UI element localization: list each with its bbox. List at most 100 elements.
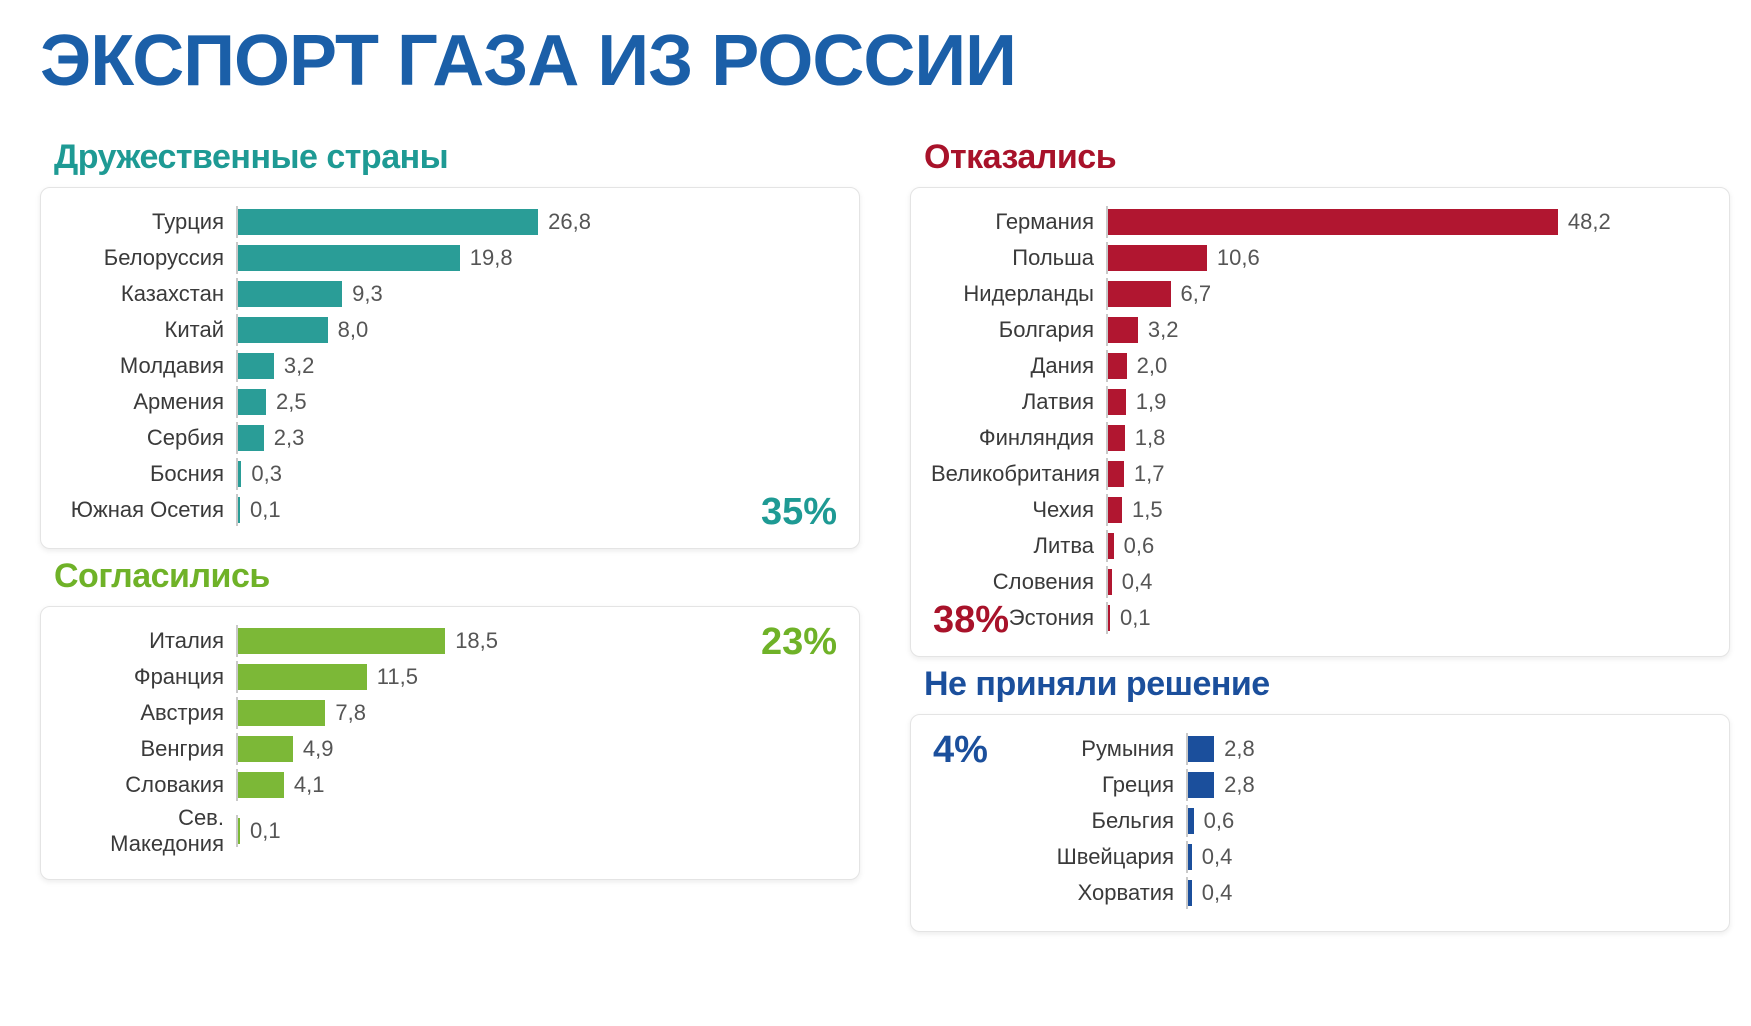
rows-friendly: Турция26,8 Белоруссия19,8 Казахстан 9,3 Кита…: [61, 206, 839, 526]
row-value: 48,2: [1568, 209, 1611, 235]
section-undecided: Не приняли решение4%Румыния2,8Греция2,8Б…: [910, 657, 1730, 932]
row-value: 10,6: [1217, 245, 1260, 271]
chart-row: Латвия 1,9: [931, 386, 1709, 418]
bar-area: 7,8: [236, 697, 839, 729]
bar-area: 48,2: [1106, 206, 1709, 238]
row-label: Босния: [61, 461, 236, 487]
row-label: Сев. Македония: [61, 805, 236, 857]
rows-undecided: Румыния2,8Греция2,8Бельгия0,6Швейцария0,…: [1011, 733, 1709, 909]
row-value: 1,8: [1135, 425, 1166, 451]
chart-card-refused: 38%Германия48,2Польша10,6Нидерланды6,7Бо…: [910, 187, 1730, 657]
bar-area: 0,1: [236, 494, 839, 526]
bar-area: 2,8: [1186, 769, 1709, 801]
row-label: Казахстан: [61, 281, 236, 307]
section-agreed: Согласились23%Италия18,5Франция11,5Австр…: [40, 549, 860, 880]
row-label: Румыния: [1011, 736, 1186, 762]
page-title: ЭКСПОРТ ГАЗА ИЗ РОССИИ: [40, 20, 1711, 102]
section-header-agreed: Согласились: [54, 557, 860, 596]
bar-area: 11,5: [236, 661, 839, 693]
bar-area: 6,7: [1106, 278, 1709, 310]
row-label: Польша: [931, 245, 1106, 271]
chart-row: Болгария 3,2: [931, 314, 1709, 346]
row-value: 19,8: [470, 245, 513, 271]
bar-area: 1,8: [1106, 422, 1709, 454]
chart-row: Сербия 2,3: [61, 422, 839, 454]
rows-refused: Германия48,2Польша10,6Нидерланды6,7Болга…: [931, 206, 1709, 634]
bar-area: 26,8: [236, 206, 839, 238]
row-label: Словения: [931, 569, 1106, 595]
bar: [1108, 569, 1112, 595]
bar-area: 0,1: [1106, 602, 1709, 634]
row-label: Греция: [1011, 772, 1186, 798]
row-label: Австрия: [61, 700, 236, 726]
bar-area: 0,1: [236, 815, 839, 847]
bar-area: 0,3: [236, 458, 839, 490]
chart-row: Австрия7,8: [61, 697, 839, 729]
section-friendly: Дружественные страны35%Турция26,8Белорус…: [40, 130, 860, 549]
chart-row: Хорватия0,4: [1011, 877, 1709, 909]
chart-row: Дания2,0: [931, 350, 1709, 382]
bar: [238, 700, 325, 726]
bar-area: 2,8: [1186, 733, 1709, 765]
bar-area: 8,0: [236, 314, 839, 346]
chart-row: Бельгия0,6: [1011, 805, 1709, 837]
chart-row: Молдавия3,2: [61, 350, 839, 382]
bar: [238, 628, 445, 654]
row-value: 3,2: [1148, 317, 1179, 343]
row-value: 1,5: [1132, 497, 1163, 523]
bar: [238, 317, 328, 343]
bar: [1108, 461, 1124, 487]
row-value: 0,3: [251, 461, 282, 487]
percentage-badge-refused: 38%: [933, 599, 1009, 642]
row-value: 0,6: [1124, 533, 1155, 559]
row-value: 2,5: [276, 389, 307, 415]
row-value: 2,3: [274, 425, 305, 451]
bar-area: 4,1: [236, 769, 839, 801]
chart-row: Казахстан 9,3: [61, 278, 839, 310]
row-value: 0,4: [1202, 844, 1233, 870]
chart-row: Греция 2,8: [1011, 769, 1709, 801]
row-label: Болгария: [931, 317, 1106, 343]
chart-row: Армения2,5: [61, 386, 839, 418]
section-refused: Отказались38%Германия48,2Польша10,6Нидер…: [910, 130, 1730, 657]
row-label: Германия: [931, 209, 1106, 235]
chart-row: Германия 48,2: [931, 206, 1709, 238]
bar-area: 0,4: [1106, 566, 1709, 598]
row-label: Китай: [61, 317, 236, 343]
chart-grid: Дружественные страны35%Турция26,8Белорус…: [40, 130, 1711, 932]
bar: [238, 389, 266, 415]
bar: [238, 209, 538, 235]
bar: [1108, 209, 1558, 235]
bar-area: 1,9: [1106, 386, 1709, 418]
chart-row: Южная Осетия0,1: [61, 494, 839, 526]
row-label: Швейцария: [1011, 844, 1186, 870]
bar: [1188, 844, 1192, 870]
chart-row: Польша 10,6: [931, 242, 1709, 274]
row-value: 4,9: [303, 736, 334, 762]
row-label: Сербия: [61, 425, 236, 451]
bar: [1108, 533, 1114, 559]
chart-row: Белоруссия19,8: [61, 242, 839, 274]
bar: [1108, 497, 1122, 523]
bar: [1188, 880, 1192, 906]
chart-row: Швейцария 0,4: [1011, 841, 1709, 873]
bar-area: 1,5: [1106, 494, 1709, 526]
chart-row: Чехия1,5: [931, 494, 1709, 526]
bar: [1108, 317, 1138, 343]
row-label: Италия: [61, 628, 236, 654]
bar: [1188, 772, 1214, 798]
row-label: Молдавия: [61, 353, 236, 379]
bar-area: 3,2: [1106, 314, 1709, 346]
row-label: Латвия: [931, 389, 1106, 415]
bar-area: 18,5: [236, 625, 839, 657]
row-label: Франция: [61, 664, 236, 690]
bar-area: 3,2: [236, 350, 839, 382]
chart-row: Италия18,5: [61, 625, 839, 657]
row-value: 0,4: [1202, 880, 1233, 906]
row-value: 1,9: [1136, 389, 1167, 415]
left-column: Дружественные страны35%Турция26,8Белорус…: [40, 130, 860, 932]
row-value: 9,3: [352, 281, 383, 307]
row-label: Турция: [61, 209, 236, 235]
row-value: 2,8: [1224, 772, 1255, 798]
bar: [1108, 605, 1110, 631]
